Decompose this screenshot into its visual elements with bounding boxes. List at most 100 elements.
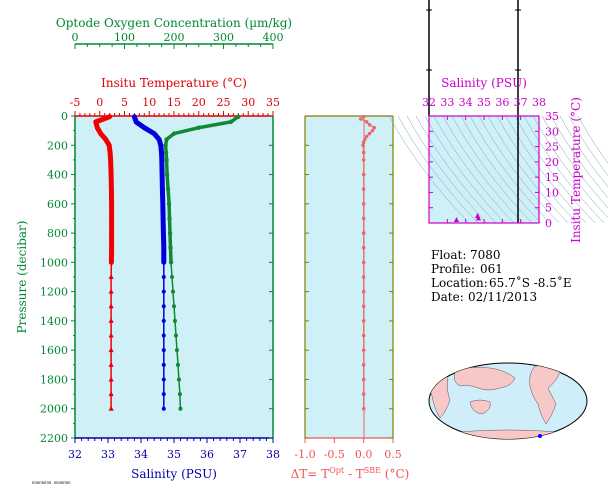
delta-point: [361, 231, 366, 235]
density-contour: [415, 115, 497, 224]
oxygen-point: [172, 318, 177, 323]
salinity-point: [161, 289, 166, 294]
pressure-tick-label: 1600: [40, 344, 68, 357]
date-value: 02/11/2013: [468, 290, 537, 304]
salinity-point: [161, 348, 166, 353]
pressure-tick-label: 400: [47, 169, 68, 182]
salinity-point: [161, 318, 166, 323]
delta-point: [361, 202, 366, 206]
salinity-point: [161, 333, 166, 338]
oxygen-point: [176, 377, 181, 382]
oxygen-dense-band: [163, 114, 241, 265]
density-contour: [433, 115, 515, 224]
delta-point: [358, 117, 363, 121]
ts-temp-tick-label: 10: [545, 186, 559, 199]
temperature-point: [108, 347, 114, 353]
density-contour: [559, 115, 608, 188]
oxygen-axis-label: Optode Oxygen Concentration (µm/kg): [56, 16, 292, 30]
ts-temp-tick-label: 5: [545, 202, 552, 215]
density-contour: [505, 115, 587, 224]
density-contour: [523, 115, 605, 224]
delta-point: [372, 125, 377, 130]
density-contour: [397, 115, 479, 224]
oxygen-point: [172, 304, 176, 309]
delta-point: [361, 363, 366, 367]
salinity-dense-band: [131, 114, 167, 265]
density-contour: [451, 115, 533, 224]
float-label: Float:: [431, 248, 466, 262]
density-contour: [388, 115, 470, 224]
density-contour: [514, 115, 596, 224]
pressure-tick-label: 200: [47, 139, 68, 152]
temperature-tick-label: 15: [167, 96, 181, 109]
temperature-point: [108, 274, 114, 279]
temperature-point: [108, 317, 114, 323]
delta-series: [358, 114, 377, 411]
density-contour: [478, 115, 560, 224]
ts-point: [474, 212, 481, 218]
delta-point: [361, 260, 366, 265]
delta-point: [361, 319, 366, 323]
density-contour: [577, 115, 608, 164]
temperature-tick-label: 10: [142, 96, 156, 109]
temperature-point: [108, 303, 114, 309]
location-label: Location:: [431, 276, 488, 290]
oxygen-tick-label: 300: [213, 31, 234, 44]
density-contour: [442, 115, 524, 224]
date-label: Date:: [431, 290, 464, 304]
ts-salinity-tick-label: 34: [459, 96, 473, 109]
oxygen-point: [174, 348, 179, 353]
ts-salinity-tick-label: 36: [495, 96, 509, 109]
salinity-tick-label: 37: [233, 448, 247, 461]
oxygen-tick-label: 0: [72, 31, 79, 44]
pressure-tick-label: 2000: [40, 403, 68, 416]
salinity-point: [161, 304, 166, 309]
oxygen-point: [175, 362, 180, 367]
temperature-point: [108, 361, 114, 367]
salinity-series: [131, 114, 167, 411]
ts-temp-tick-label: 35: [545, 110, 559, 123]
oxygen-point: [171, 289, 176, 294]
temperature-point: [108, 332, 114, 338]
ts-temp-tick-label: 15: [545, 171, 559, 184]
profile-label: Profile:: [431, 262, 475, 276]
delta-point: [361, 377, 366, 382]
ts-temp-tick-label: 20: [545, 156, 559, 169]
temperature-dense-band: [93, 114, 115, 265]
map-land-asia: [453, 366, 516, 391]
ts-temp-tick-label: 25: [545, 141, 559, 154]
delta-tick-label: -1.0: [294, 448, 315, 461]
temperature-point: [108, 376, 114, 382]
delta-point: [361, 245, 366, 250]
ts-point: [453, 216, 460, 222]
ts-salinity-tick-label: 37: [514, 96, 528, 109]
temperature-tick-label: 30: [241, 96, 255, 109]
delta-plot-area: [305, 116, 393, 438]
temperature-series: [93, 114, 115, 411]
temperature-tick-label: -5: [70, 96, 81, 109]
temperature-point: [108, 391, 114, 397]
delta-point: [363, 137, 367, 142]
float-info: Float: 7080 Profile: 061 Location: 65.7˚…: [431, 248, 572, 304]
delta-point: [361, 187, 366, 191]
temperature-tick-label: 0: [96, 96, 103, 109]
density-contour: [487, 115, 569, 224]
ts-salinity-tick-label: 35: [477, 96, 491, 109]
salinity-point: [161, 377, 166, 382]
delta-point: [370, 128, 375, 133]
density-contour: [460, 115, 542, 224]
oxygen-point: [177, 392, 182, 397]
oxygen-tick-label: 200: [164, 31, 185, 44]
delta-point: [361, 216, 366, 221]
delta-point: [361, 275, 366, 279]
delta-point: [364, 134, 369, 139]
salinity-tick-label: 33: [101, 448, 115, 461]
salinity-tick-label: 32: [68, 448, 82, 461]
density-contour: [406, 115, 488, 224]
ts-points: [453, 212, 482, 222]
oxygen-tick-label: 100: [114, 31, 135, 44]
delta-point: [361, 348, 366, 352]
salinity-point: [161, 362, 166, 367]
oxygen-series: [163, 114, 241, 411]
ts-salinity-tick-label: 32: [422, 96, 436, 109]
